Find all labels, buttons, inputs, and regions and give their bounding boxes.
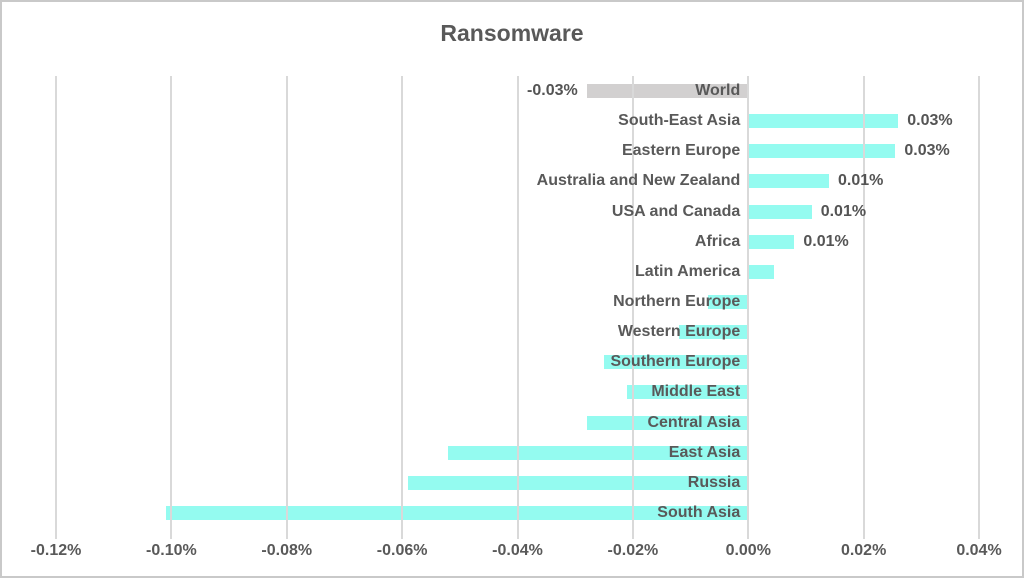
bar-south-asia (165, 505, 749, 520)
category-label: South Asia (657, 503, 741, 521)
value-label: 0.03% (907, 112, 953, 130)
category-label: South-East Asia (618, 112, 741, 130)
bar-russia (407, 475, 749, 490)
bar-south-east-asia (748, 114, 899, 129)
bar-usa-and-canada (748, 204, 812, 219)
x-tick-label: -0.12% (30, 542, 82, 559)
category-label: Russia (687, 473, 741, 491)
gridline (55, 76, 57, 539)
plot-area: World -0.03% South-East Asia 0.03% Eastern E… (55, 76, 980, 539)
x-tick-label: 0.00% (725, 542, 771, 559)
value-label: 0.01% (803, 232, 849, 250)
bar-central-asia (586, 415, 749, 430)
bar-southern-europe (604, 355, 749, 370)
category-label: Southern Europe (610, 353, 741, 371)
x-tick-label: -0.08% (261, 542, 313, 559)
bar-middle-east (627, 385, 749, 400)
gridline (747, 76, 750, 539)
gridline (516, 76, 519, 539)
x-tick-label: -0.06% (376, 542, 428, 559)
x-tick-label: -0.10% (146, 542, 197, 559)
gridline (862, 76, 865, 539)
x-tick-label: -0.02% (607, 542, 659, 559)
x-axis: -0.12% -0.10% -0.08% -0.06% -0.04% -0.02% 0.00… (31, 542, 1002, 566)
bar-latin-america (748, 264, 775, 279)
category-label: World (695, 82, 741, 100)
bar-eastern-europe (748, 144, 896, 159)
gridline (170, 76, 173, 539)
x-tick-label: -0.04% (492, 542, 543, 559)
chart-title: Ransomware (440, 20, 584, 46)
value-label: 0.01% (820, 202, 867, 220)
category-label: Northern Europe (613, 293, 741, 310)
category-label: Latin America (635, 262, 741, 280)
bar-world (586, 84, 749, 99)
category-label: East Asia (668, 443, 741, 461)
category-label: Eastern Europe (621, 142, 741, 160)
category-label: Western Europe (617, 323, 741, 341)
category-label: USA and Canada (611, 202, 741, 220)
value-label: 0.03% (904, 142, 950, 160)
category-label: Middle East (651, 383, 741, 401)
bar-africa (748, 234, 795, 249)
gridline (285, 76, 288, 539)
value-label: 0.01% (838, 172, 884, 190)
value-label: -0.03% (527, 82, 578, 100)
x-tick-label: 0.04% (956, 542, 1002, 559)
gridline (631, 76, 634, 539)
gridline (401, 76, 404, 539)
category-label: Central Asia (647, 413, 741, 431)
bar-northern-europe (707, 295, 749, 309)
category-label: Australia and New Zealand (536, 172, 741, 190)
bar-australia-and-new-zealand (748, 174, 829, 189)
bar-east-asia (448, 445, 749, 460)
gridline (978, 76, 980, 539)
x-tick-label: 0.02% (840, 542, 887, 559)
category-label: Africa (694, 232, 741, 250)
bar-western-europe (679, 325, 749, 340)
